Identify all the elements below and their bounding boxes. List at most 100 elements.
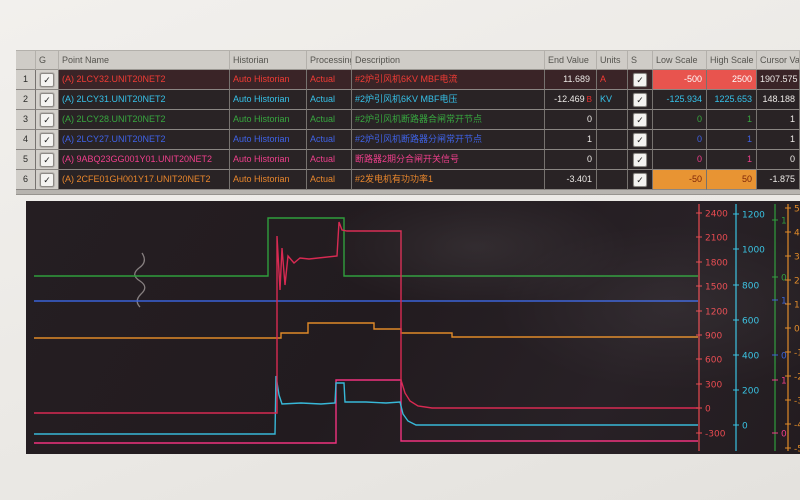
checkbox-icon: ✓ — [40, 172, 54, 187]
end-value: -12.469 B — [545, 90, 597, 110]
voltage-axis-KV: 1200 1000 800 600 400 200 0 — [733, 204, 765, 451]
row-number: 2 — [16, 90, 36, 110]
col-point-name[interactable]: Point Name — [59, 51, 230, 70]
scale-checkbox[interactable]: ✓ — [628, 170, 653, 190]
low-scale-value[interactable]: -50 — [653, 170, 707, 190]
units-value — [597, 170, 628, 190]
power-axis-MW: 50 40 30 20 10 0 -10 -20 -30 -40 -50 — [785, 204, 800, 454]
row-number: 5 — [16, 150, 36, 170]
high-scale-value[interactable]: 1 — [707, 110, 757, 130]
col-low-scale[interactable]: Low Scale — [653, 51, 707, 70]
scale-checkbox[interactable]: ✓ — [628, 90, 653, 110]
col-historian[interactable]: Historian — [230, 51, 307, 70]
table-row[interactable]: 1 ✓ (A) 2LCY32.UNIT20NET2 Auto Historian… — [16, 70, 800, 90]
svg-text:0: 0 — [781, 430, 787, 440]
description-value: 断路器2期分合闸开关信号 — [352, 150, 545, 170]
processing-value: Actual — [307, 70, 352, 90]
trend-svg[interactable]: 240021001800150012009006003000-300120010… — [26, 201, 800, 454]
col-processing[interactable]: Processing — [307, 51, 352, 70]
high-scale-value[interactable]: 1225.653 — [707, 90, 757, 110]
end-value-number: 11.689 — [563, 74, 590, 84]
end-value-number: 1 — [586, 134, 592, 144]
graph-checkbox[interactable]: ✓ — [36, 130, 59, 150]
high-scale-value[interactable]: 1 — [707, 130, 757, 150]
checkbox-icon: ✓ — [40, 112, 54, 127]
checkbox-icon: ✓ — [633, 92, 647, 107]
col-end-value[interactable]: End Value — [545, 51, 597, 70]
svg-text:1: 1 — [781, 377, 787, 387]
cursor-value: 148.188 — [757, 90, 800, 110]
low-scale-value[interactable]: 0 — [653, 110, 707, 130]
graph-checkbox[interactable]: ✓ — [36, 150, 59, 170]
historian-value: Auto Historian — [230, 150, 307, 170]
scale-checkbox[interactable]: ✓ — [628, 70, 653, 90]
graph-checkbox[interactable]: ✓ — [36, 90, 59, 110]
row-number: 4 — [16, 130, 36, 150]
svg-text:50: 50 — [794, 205, 800, 215]
end-value: -3.401 — [545, 170, 597, 190]
scale-checkbox[interactable]: ✓ — [628, 150, 653, 170]
high-scale-value[interactable]: 50 — [707, 170, 757, 190]
col-high-scale[interactable]: High Scale — [707, 51, 757, 70]
historian-value: Auto Historian — [230, 170, 307, 190]
graph-checkbox[interactable]: ✓ — [36, 70, 59, 90]
cursor-value: 0 — [757, 150, 800, 170]
row-number: 1 — [16, 70, 36, 90]
svg-text:1: 1 — [781, 217, 787, 227]
units-value — [597, 110, 628, 130]
processing-value: Actual — [307, 150, 352, 170]
trend-chart[interactable]: 2400 2100 1800 1500 1200 900 600 300 0 -300 1200 10… — [26, 201, 800, 454]
scale-checkbox[interactable]: ✓ — [628, 130, 653, 150]
end-value-number: -3.401 — [566, 174, 592, 184]
svg-text:1200: 1200 — [742, 211, 765, 221]
low-scale-value[interactable]: 0 — [653, 150, 707, 170]
svg-text:0: 0 — [781, 352, 787, 362]
description-value: #2炉引风机断路器合闸常开节点 — [352, 110, 545, 130]
table-row[interactable]: 4 ✓ (A) 2LCY27.UNIT20NET2 Auto Historian… — [16, 130, 800, 150]
checkbox-icon: ✓ — [40, 152, 54, 167]
point-name: (A) 2LCY32.UNIT20NET2 — [59, 70, 230, 90]
col-s[interactable]: S — [628, 51, 653, 70]
point-name: (A) 2CFE01GH001Y17.UNIT20NET2 — [59, 170, 230, 190]
low-scale-value[interactable]: -500 — [653, 70, 707, 90]
checkbox-icon: ✓ — [633, 112, 647, 127]
historian-value: Auto Historian — [230, 130, 307, 150]
checkbox-icon: ✓ — [633, 132, 647, 147]
high-scale-value[interactable]: 1 — [707, 150, 757, 170]
svg-text:20: 20 — [794, 277, 800, 287]
checkbox-icon: ✓ — [40, 92, 54, 107]
table-row[interactable]: 6 ✓ (A) 2CFE01GH001Y17.UNIT20NET2 Auto H… — [16, 170, 800, 190]
units-value — [597, 130, 628, 150]
high-scale-value[interactable]: 2500 — [707, 70, 757, 90]
end-value: 0 — [545, 110, 597, 130]
svg-text:-300: -300 — [705, 430, 726, 440]
svg-text:600: 600 — [742, 317, 759, 327]
trace-2LCY32-current — [34, 221, 698, 414]
end-value: 11.689 — [545, 70, 597, 90]
scale-checkbox[interactable]: ✓ — [628, 110, 653, 130]
description-value: #2炉引风机断路器分闸常开节点 — [352, 130, 545, 150]
end-value-number: 0 — [586, 114, 592, 124]
low-scale-value[interactable]: 0 — [653, 130, 707, 150]
table-row[interactable]: 3 ✓ (A) 2LCY28.UNIT20NET2 Auto Historian… — [16, 110, 800, 130]
description-value: #2发电机有功功率1 — [352, 170, 545, 190]
point-name: (A) 9ABQ23GG001Y01.UNIT20NET2 — [59, 150, 230, 170]
historian-value: Auto Historian — [230, 110, 307, 130]
point-name: (A) 2LCY31.UNIT20NET2 — [59, 90, 230, 110]
table-bottom-strip — [16, 190, 800, 195]
low-scale-value[interactable]: -125.934 — [653, 90, 707, 110]
checkbox-icon: ✓ — [40, 132, 54, 147]
table-row[interactable]: 5 ✓ (A) 9ABQ23GG001Y01.UNIT20NET2 Auto H… — [16, 150, 800, 170]
table-header-row: G Point Name Historian Processing Descri… — [16, 51, 800, 70]
trace-2LCY28-digital — [34, 217, 698, 277]
svg-text:800: 800 — [742, 282, 759, 292]
graph-checkbox[interactable]: ✓ — [36, 170, 59, 190]
col-cursor-val[interactable]: Cursor Val — [757, 51, 800, 70]
table-row[interactable]: 2 ✓ (A) 2LCY31.UNIT20NET2 Auto Historian… — [16, 90, 800, 110]
svg-text:900: 900 — [705, 332, 722, 342]
graph-checkbox[interactable]: ✓ — [36, 110, 59, 130]
col-units[interactable]: Units — [597, 51, 628, 70]
checkbox-icon: ✓ — [633, 172, 647, 187]
col-description[interactable]: Description — [352, 51, 545, 70]
